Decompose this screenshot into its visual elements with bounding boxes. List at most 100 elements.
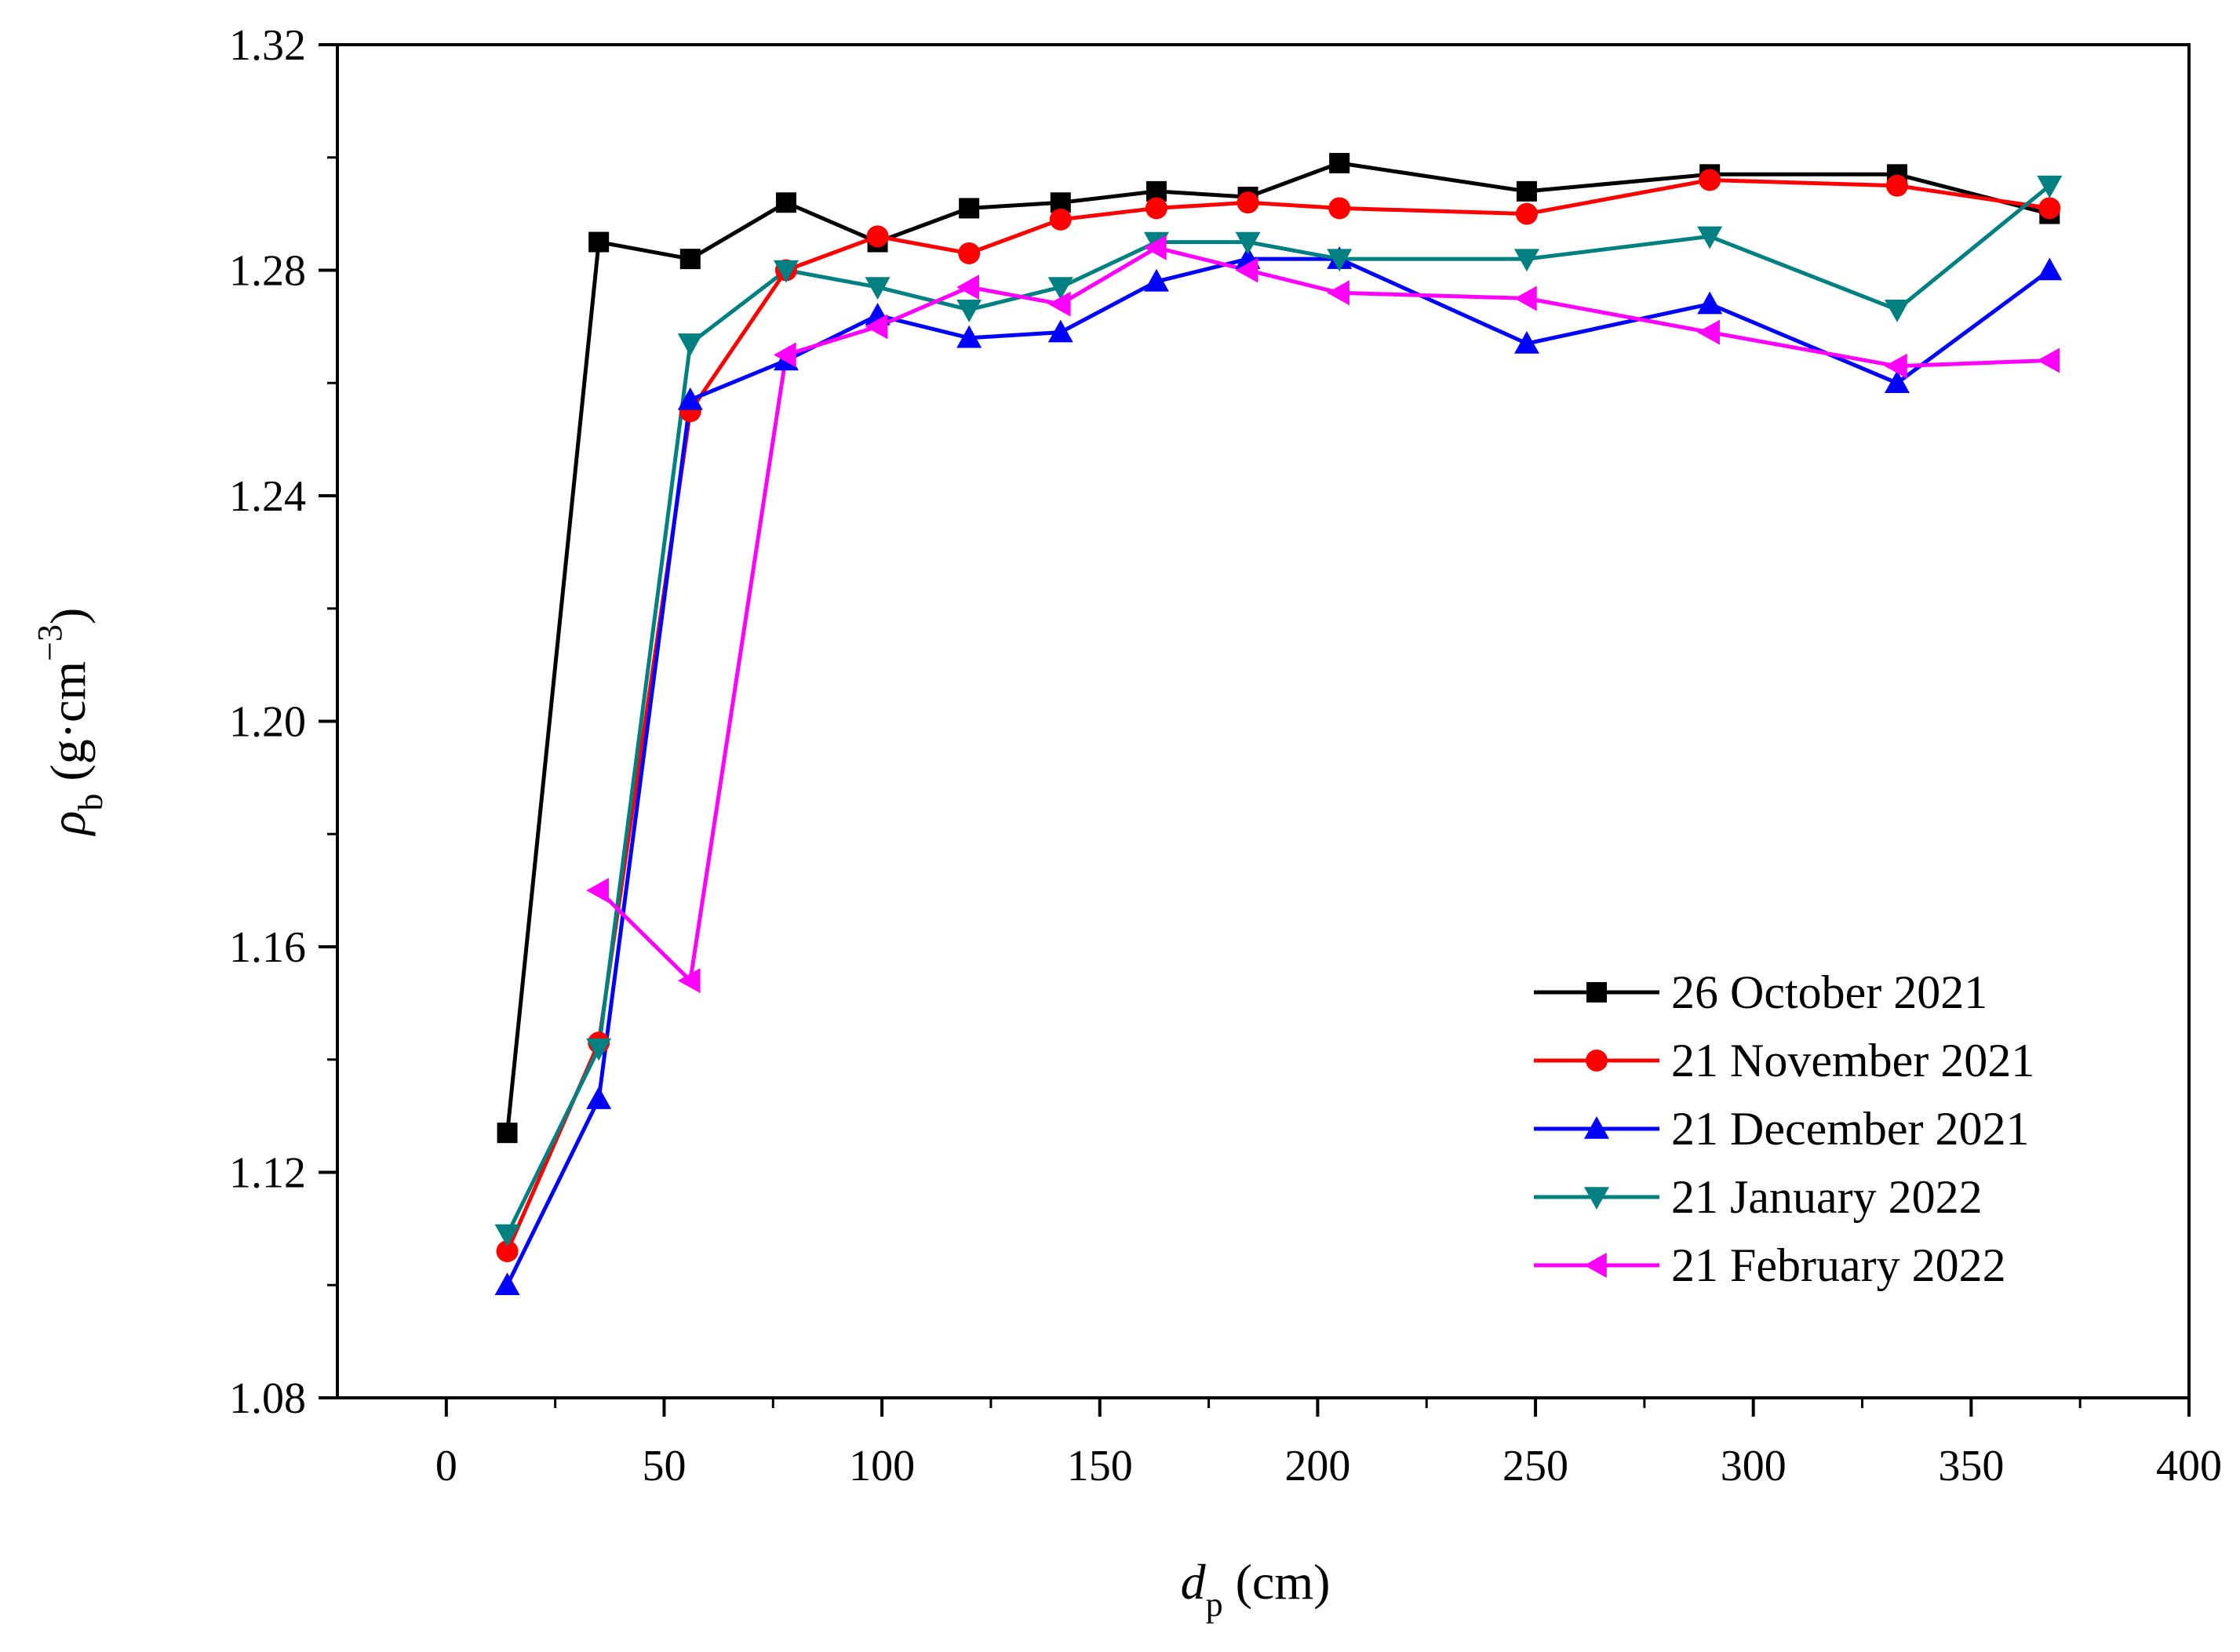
series-4-point bbox=[956, 275, 979, 300]
series-1-point bbox=[866, 225, 889, 248]
series-1-point bbox=[1049, 208, 1072, 231]
x-tick-label: 250 bbox=[1502, 1442, 1568, 1490]
series-3-point bbox=[1513, 249, 1539, 272]
legend-marker-0 bbox=[1586, 982, 1607, 1002]
series-line-3 bbox=[505, 184, 2051, 1235]
x-tick-label: 300 bbox=[1721, 1442, 1787, 1490]
series-3-point bbox=[586, 1038, 612, 1061]
series-3-point bbox=[1235, 231, 1261, 255]
plot-series-lines bbox=[505, 161, 2051, 1286]
series-line-1 bbox=[505, 178, 2050, 1253]
x-tick-label: 350 bbox=[1938, 1442, 2004, 1490]
series-4-point bbox=[1697, 319, 1720, 345]
series-1-point bbox=[1699, 169, 1721, 191]
series-line-0 bbox=[505, 161, 2050, 1133]
plot-series-markers bbox=[494, 152, 2063, 1296]
x-axis-title-unit: (cm) bbox=[1223, 1554, 1331, 1610]
legend-label-3: 21 January 2022 bbox=[1671, 1171, 1983, 1223]
y-tick-label: 1.16 bbox=[229, 923, 306, 972]
series-1-point bbox=[958, 242, 981, 264]
x-axis-title-symbol: d bbox=[1181, 1554, 1207, 1610]
series-1-point bbox=[1237, 191, 1259, 214]
series-4-point bbox=[1513, 286, 1537, 311]
series-2-point bbox=[586, 1086, 612, 1109]
y-tick-label: 1.08 bbox=[229, 1374, 306, 1423]
series-2-point bbox=[1697, 291, 1723, 315]
series-2-point bbox=[956, 325, 982, 348]
series-1-point bbox=[1145, 197, 1167, 220]
series-1-point bbox=[2038, 197, 2061, 220]
series-1-point bbox=[1328, 197, 1351, 220]
x-tick-label: 0 bbox=[435, 1442, 457, 1490]
series-4-point bbox=[1884, 353, 1907, 379]
series-2-point bbox=[2037, 257, 2063, 281]
series-4-point bbox=[865, 314, 888, 340]
series-0-point bbox=[775, 192, 796, 213]
series-3-point bbox=[1327, 249, 1353, 272]
series-4-point bbox=[677, 968, 701, 994]
y-tick-label: 1.24 bbox=[229, 472, 306, 521]
legend-label-0: 26 October 2021 bbox=[1671, 966, 1987, 1018]
series-0-point bbox=[497, 1123, 518, 1144]
x-axis-title: dp (cm) bbox=[1181, 1554, 1331, 1624]
series-3-point bbox=[773, 260, 799, 283]
series-0-point bbox=[679, 249, 701, 270]
legend: 26 October 2021 21 November 2021 21 Decemb… bbox=[1534, 966, 2034, 1291]
series-3-point bbox=[1697, 226, 1723, 249]
series-4-point bbox=[1047, 291, 1071, 317]
series-0-point bbox=[588, 231, 610, 253]
y-axis-title-unit-superscript: −3 bbox=[31, 624, 69, 661]
y-tick-label: 1.12 bbox=[229, 1149, 306, 1198]
series-4-point bbox=[1235, 257, 1258, 283]
x-tick-label: 200 bbox=[1284, 1442, 1350, 1490]
series-4-point bbox=[586, 878, 609, 904]
x-axis-title-subscript: p bbox=[1206, 1585, 1223, 1624]
y-axis-title-unit-close: ) bbox=[40, 608, 96, 624]
series-2-point bbox=[1884, 370, 1910, 394]
series-4-point bbox=[2037, 348, 2060, 373]
series-2-point bbox=[1513, 330, 1539, 354]
series-0-point bbox=[1329, 152, 1350, 173]
y-axis-title-subscript: b bbox=[71, 794, 110, 811]
y-tick-label: 1.20 bbox=[229, 698, 306, 747]
legend-marker-3 bbox=[1584, 1187, 1609, 1210]
y-axis-ticks: 1.08 1.12 1.16 1.20 1.24 1.28 1.32 bbox=[229, 21, 337, 1423]
series-3-point bbox=[865, 277, 891, 300]
series-0-point bbox=[959, 198, 980, 219]
series-3-point bbox=[2037, 175, 2063, 198]
series-3-point bbox=[677, 333, 703, 356]
y-axis-title-symbol: ρ bbox=[40, 811, 96, 837]
series-4-point bbox=[1327, 280, 1349, 306]
series-3-point bbox=[494, 1224, 520, 1247]
series-1-point bbox=[1885, 174, 1908, 197]
series-0-point bbox=[1516, 180, 1537, 202]
series-2-point bbox=[1047, 319, 1073, 343]
series-3-point bbox=[956, 300, 982, 322]
series-line-2 bbox=[505, 257, 2051, 1286]
series-2-point bbox=[677, 387, 703, 410]
x-tick-label: 400 bbox=[2156, 1442, 2222, 1490]
x-tick-label: 100 bbox=[849, 1442, 915, 1490]
y-tick-label: 1.32 bbox=[229, 21, 306, 70]
series-1-point bbox=[1515, 202, 1538, 225]
series-4-point bbox=[1143, 235, 1167, 260]
y-tick-label: 1.28 bbox=[229, 247, 306, 296]
legend-label-1: 21 November 2021 bbox=[1671, 1035, 2034, 1086]
y-axis-title-unit-open: (g·cm bbox=[40, 661, 96, 794]
legend-label-2: 21 December 2021 bbox=[1671, 1103, 2030, 1155]
legend-marker-2 bbox=[1584, 1116, 1609, 1139]
series-2-point bbox=[1143, 268, 1169, 292]
series-2-point bbox=[494, 1272, 520, 1296]
series-3-point bbox=[1884, 300, 1910, 322]
legend-marker-1 bbox=[1586, 1050, 1608, 1072]
series-3-point bbox=[1047, 277, 1073, 300]
x-tick-label: 50 bbox=[642, 1442, 686, 1490]
legend-marker-4 bbox=[1584, 1253, 1607, 1278]
x-axis-ticks: 0 50 100 150 200 250 300 350 400 bbox=[435, 1398, 2222, 1490]
legend-label-4: 21 February 2022 bbox=[1671, 1239, 2006, 1291]
y-axis-title: ρb (g·cm−3) bbox=[31, 608, 110, 837]
series-1-point bbox=[496, 1240, 519, 1263]
x-tick-label: 150 bbox=[1067, 1442, 1133, 1490]
